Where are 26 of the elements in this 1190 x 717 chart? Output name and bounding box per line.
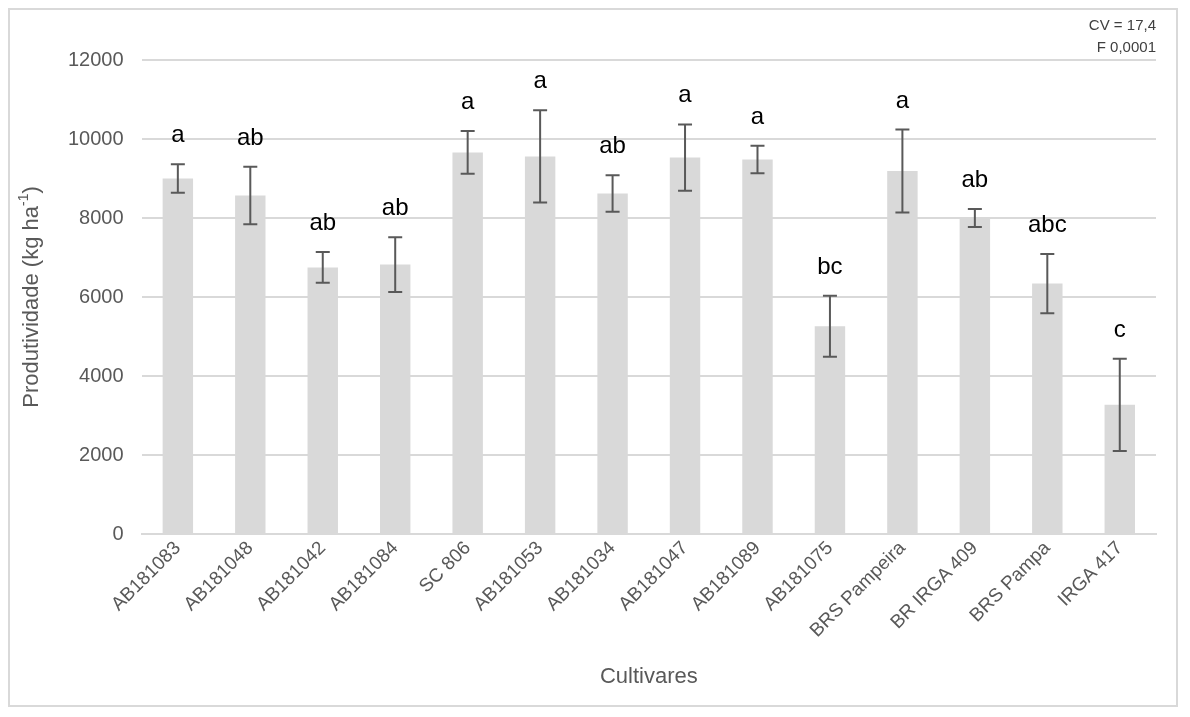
- data-label: c: [1113, 314, 1126, 342]
- data-label: abc: [1027, 209, 1067, 237]
- data-label: bc: [817, 251, 843, 279]
- y-axis-title: Produtividade (kg ha-1): [15, 186, 44, 408]
- y-tick-label: 6000: [79, 284, 124, 307]
- x-tick-label: SC 806: [414, 536, 475, 597]
- y-tick-label: 8000: [79, 205, 124, 228]
- y-tick-label: 2000: [79, 442, 124, 465]
- data-label: a: [678, 80, 693, 108]
- data-label: a: [533, 66, 548, 94]
- y-tick-label: 10000: [67, 126, 124, 149]
- data-label: ab: [236, 122, 264, 150]
- data-label: a: [750, 101, 765, 129]
- data-label: ab: [309, 207, 337, 235]
- x-axis-title: Cultivares: [599, 663, 698, 689]
- text: CV = 17,4: [1088, 15, 1156, 33]
- data-label: a: [171, 120, 186, 148]
- data-label: ab: [599, 131, 626, 159]
- data-label: ab: [381, 193, 409, 221]
- data-label: ab: [961, 164, 989, 192]
- y-tick-label: 12000: [67, 47, 124, 70]
- y-tick-label: 4000: [79, 363, 124, 386]
- data-label: a: [460, 87, 475, 115]
- data-label: a: [895, 85, 910, 113]
- text: F 0,0001: [1096, 37, 1156, 55]
- y-tick-label: 0: [112, 521, 124, 544]
